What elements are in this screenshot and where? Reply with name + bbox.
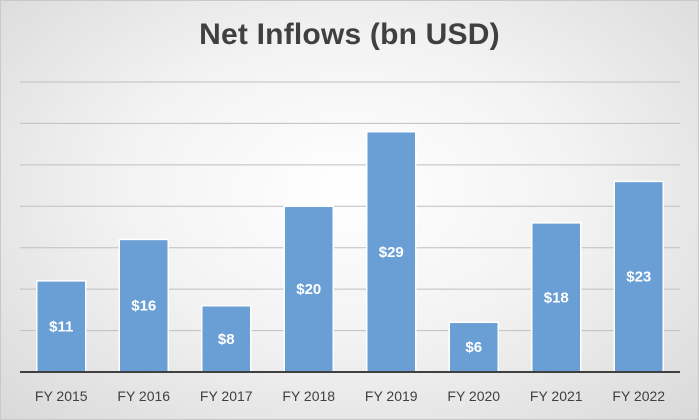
bar-fy-2015 bbox=[36, 280, 87, 373]
data-label: $16 bbox=[131, 298, 156, 315]
x-tick-label: FY 2018 bbox=[282, 388, 335, 404]
bar-fy-2018 bbox=[283, 205, 334, 373]
x-tick-label: FY 2019 bbox=[365, 388, 418, 404]
x-tick-label: FY 2015 bbox=[35, 388, 88, 404]
data-label: $18 bbox=[544, 289, 569, 306]
bar-fy-2022 bbox=[613, 180, 664, 373]
bar-fy-2017 bbox=[201, 304, 252, 373]
data-labels: $11 $16 $8 $20 $29 $6 $18 $23 bbox=[49, 244, 651, 356]
x-tick-label: FY 2016 bbox=[117, 388, 170, 404]
x-tick-labels: FY 2015 FY 2016 FY 2017 FY 2018 FY 2019 FY 20… bbox=[35, 388, 665, 404]
bar-fy-2020 bbox=[448, 321, 499, 373]
bar-fy-2019 bbox=[366, 130, 417, 373]
x-tick-label: FY 2017 bbox=[200, 388, 253, 404]
bars bbox=[36, 130, 664, 373]
data-label: $11 bbox=[49, 318, 73, 335]
data-label: $23 bbox=[626, 269, 651, 286]
data-label: $6 bbox=[465, 339, 482, 356]
x-tick-label: FY 2021 bbox=[530, 388, 583, 404]
data-label: $29 bbox=[379, 244, 404, 261]
data-label: $8 bbox=[218, 331, 235, 348]
x-tick-label: FY 2020 bbox=[447, 388, 500, 404]
chart-title: Net Inflows (bn USD) bbox=[199, 18, 500, 51]
x-tick-label: FY 2022 bbox=[612, 388, 665, 404]
data-label: $20 bbox=[296, 281, 321, 298]
